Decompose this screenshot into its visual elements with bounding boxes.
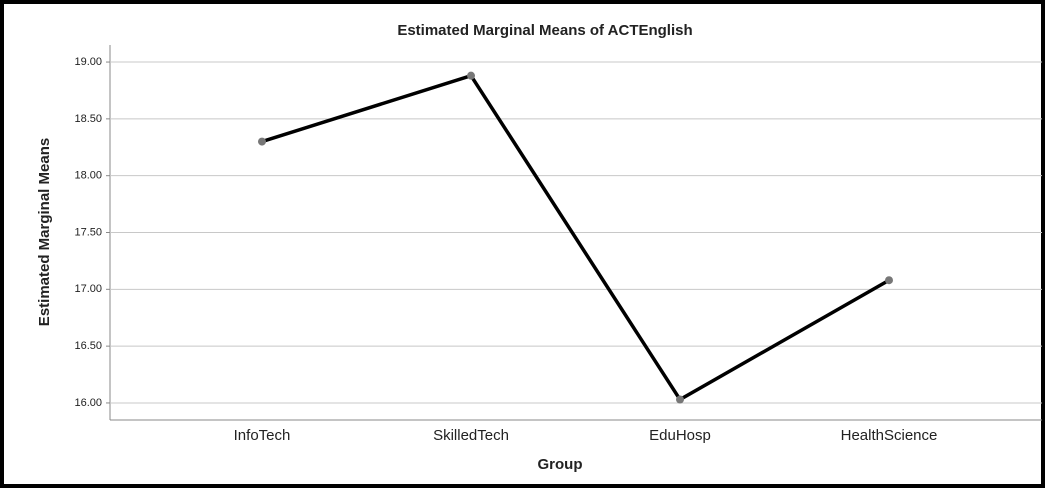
series-line	[261, 73, 890, 402]
data-point	[885, 276, 893, 285]
y-tick-label: 17.50	[74, 226, 102, 238]
x-tick-label: SkilledTech	[433, 427, 509, 444]
y-tick-label: 17.00	[74, 283, 102, 295]
data-point	[467, 71, 475, 80]
x-tick-label: InfoTech	[234, 427, 291, 444]
y-tick-label: 16.50	[74, 340, 102, 352]
data-point	[676, 395, 684, 404]
y-axis-title: Estimated Marginal Means	[36, 138, 53, 326]
x-tick-label: EduHosp	[649, 427, 711, 444]
x-axis-title: Group	[538, 456, 583, 473]
y-tick-label: 18.00	[74, 170, 102, 182]
data-point	[258, 137, 266, 146]
x-tick-label: HealthScience	[841, 427, 938, 444]
y-tick-label: 19.00	[74, 56, 102, 68]
chart-title: Estimated Marginal Means of ACTEnglish	[397, 22, 692, 39]
y-tick-label: 18.50	[74, 113, 102, 125]
y-tick-label: 16.00	[74, 397, 102, 409]
